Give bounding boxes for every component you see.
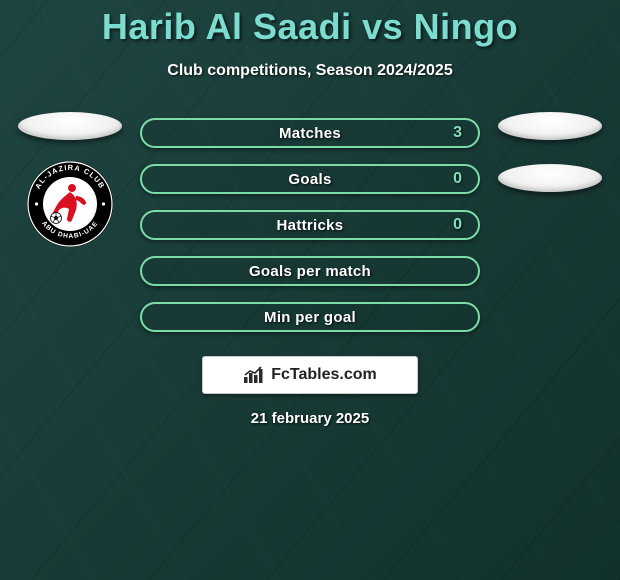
stat-bar-goals-per-match: Goals per match [140,256,480,286]
stat-bar-min-per-goal: Min per goal [140,302,480,332]
player-placeholder-right-1 [498,112,602,140]
stat-label: Min per goal [264,309,356,326]
date-label: 21 february 2025 [0,410,620,427]
page-title: Harib Al Saadi vs Ningo [0,0,620,48]
brand-text: FcTables.com [271,366,377,384]
right-player-column [490,112,610,192]
bar-chart-icon [243,366,265,384]
left-player-column: AL-JAZIRA CLUB ABU DHABI-UAE [10,112,130,248]
stat-label: Goals per match [249,263,371,280]
club-logo-al-jazira: AL-JAZIRA CLUB ABU DHABI-UAE [26,160,114,248]
brand-badge: FcTables.com [202,356,418,394]
stat-label: Matches [279,125,341,142]
page-subtitle: Club competitions, Season 2024/2025 [0,62,620,80]
stat-bar-matches: Matches 3 [140,118,480,148]
stat-bar-hattricks: Hattricks 0 [140,210,480,240]
stat-value: 0 [453,216,462,234]
stat-value: 3 [453,124,462,142]
stat-label: Hattricks [277,217,344,234]
stats-bars: Matches 3 Goals 0 Hattricks 0 Goals per … [140,118,480,332]
player-placeholder-left [18,112,122,140]
stat-bar-goals: Goals 0 [140,164,480,194]
stat-value: 0 [453,170,462,188]
stat-label: Goals [288,171,331,188]
player-placeholder-right-2 [498,164,602,192]
